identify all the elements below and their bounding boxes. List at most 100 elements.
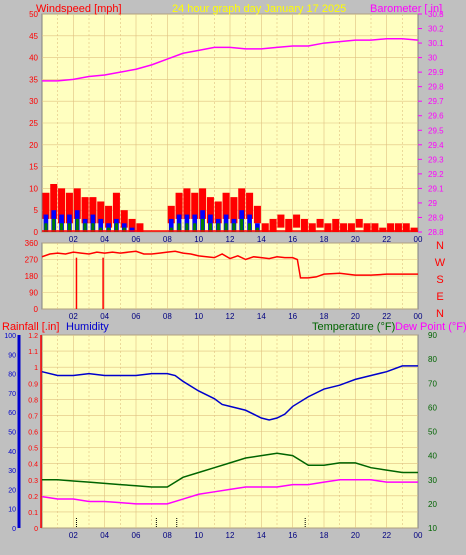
time-tick-label: 02 bbox=[69, 531, 78, 540]
dewpoint-axis-title: Dew Point (°F) bbox=[395, 321, 466, 333]
time-tick-label: 16 bbox=[288, 531, 297, 540]
time-tick-label: 20 bbox=[351, 312, 360, 321]
time-tick-label: 04 bbox=[100, 531, 109, 540]
humidity-tick-label: 80 bbox=[8, 372, 16, 379]
time-tick-label: 18 bbox=[320, 531, 329, 540]
rain-tick-label: 0.1 bbox=[28, 510, 38, 517]
temperature-tick-label: 80 bbox=[428, 355, 437, 364]
compass-label: E bbox=[436, 291, 443, 303]
time-tick-label: 10 bbox=[194, 312, 203, 321]
temperature-tick-label: 10 bbox=[428, 524, 437, 533]
time-tick-label: 06 bbox=[132, 312, 141, 321]
time-tick-label: 22 bbox=[382, 235, 391, 244]
time-tick-label: 14 bbox=[257, 531, 266, 540]
rain-tick-label: 0.4 bbox=[28, 462, 38, 469]
windspeed-tick-label: 0 bbox=[34, 228, 39, 237]
direction-tick-label: 90 bbox=[29, 289, 38, 298]
windspeed-tick-label: 15 bbox=[29, 163, 38, 172]
time-tick-label: 02 bbox=[69, 235, 78, 244]
time-tick-label: 00 bbox=[414, 531, 423, 540]
time-tick-label: 20 bbox=[351, 531, 360, 540]
humidity-tick-label: 10 bbox=[8, 507, 16, 514]
time-tick-label: 04 bbox=[100, 312, 109, 321]
time-tick-label: 08 bbox=[163, 312, 172, 321]
time-tick-label: 22 bbox=[382, 312, 391, 321]
chart-title: 24 hour graph day January 17 2025 bbox=[172, 3, 346, 15]
humidity-line bbox=[41, 365, 418, 421]
barometer-tick-label: 29.6 bbox=[428, 112, 444, 121]
rain-tick-label: 0.5 bbox=[28, 446, 38, 453]
compass-label: W bbox=[435, 257, 446, 269]
windspeed-tick-label: 30 bbox=[29, 97, 38, 106]
time-tick-label: 04 bbox=[100, 235, 109, 244]
time-tick-label: 10 bbox=[194, 531, 203, 540]
humidity-tick-label: 50 bbox=[8, 430, 16, 437]
time-tick-label: 18 bbox=[320, 312, 329, 321]
barometer-line bbox=[42, 37, 419, 82]
time-tick-label: 00 bbox=[414, 235, 423, 244]
barometer-tick-label: 29.4 bbox=[428, 141, 444, 150]
time-tick-label: 14 bbox=[257, 312, 266, 321]
barometer-tick-label: 29 bbox=[428, 199, 437, 208]
humidity-tick-label: 20 bbox=[8, 487, 16, 494]
barometer-tick-label: 30 bbox=[428, 54, 437, 63]
time-tick-label: 22 bbox=[382, 531, 391, 540]
rain-tick-label: 0.2 bbox=[28, 494, 38, 501]
windspeed-tick-label: 25 bbox=[29, 119, 38, 128]
windspeed-tick-label: 45 bbox=[29, 32, 38, 41]
barometer-tick-label: 29.2 bbox=[428, 170, 444, 179]
windspeed-tick-label: 50 bbox=[29, 10, 38, 19]
temperature-axis-title: Temperature (°F) bbox=[312, 321, 395, 333]
time-tick-label: 16 bbox=[288, 235, 297, 244]
barometer-tick-label: 28.9 bbox=[428, 213, 444, 222]
time-tick-label: 20 bbox=[351, 235, 360, 244]
humidity-tick-label: 70 bbox=[8, 391, 16, 398]
barometer-tick-label: 29.3 bbox=[428, 155, 444, 164]
time-tick-label: 06 bbox=[132, 235, 141, 244]
windspeed-tick-label: 40 bbox=[29, 54, 38, 63]
time-tick-label: 02 bbox=[69, 312, 78, 321]
humidity-tick-label: 40 bbox=[8, 449, 16, 456]
rain-tick-label: 0.8 bbox=[28, 397, 38, 404]
time-tick-label: 00 bbox=[414, 312, 423, 321]
humidity-tick-label: 60 bbox=[8, 410, 16, 417]
rain-tick-label: 0 bbox=[34, 526, 38, 533]
barometer-tick-label: 30.2 bbox=[428, 25, 444, 34]
direction-tick-label: 360 bbox=[25, 239, 39, 248]
time-tick-label: 10 bbox=[194, 235, 203, 244]
rain-tick-label: 1.1 bbox=[28, 349, 38, 356]
time-tick-label: 08 bbox=[163, 531, 172, 540]
temperature-tick-label: 70 bbox=[428, 379, 437, 388]
compass-label: N bbox=[436, 308, 444, 320]
rain-tick-label: 0.9 bbox=[28, 381, 38, 388]
barometer-tick-label: 28.8 bbox=[428, 228, 444, 237]
temperature-tick-label: 40 bbox=[428, 452, 437, 461]
compass-label: N bbox=[436, 240, 444, 252]
direction-tick-label: 270 bbox=[25, 256, 39, 265]
rain-tick-label: 0.7 bbox=[28, 413, 38, 420]
windspeed-tick-label: 5 bbox=[34, 206, 39, 215]
time-tick-label: 08 bbox=[163, 235, 172, 244]
barometer-tick-label: 29.1 bbox=[428, 184, 444, 193]
humidity-tick-label: 100 bbox=[4, 333, 16, 340]
barometer-axis-title: Barometer [.in] bbox=[370, 3, 442, 15]
time-tick-label: 12 bbox=[226, 531, 235, 540]
time-tick-label: 06 bbox=[132, 531, 141, 540]
time-tick-label: 18 bbox=[320, 235, 329, 244]
windspeed-tick-label: 20 bbox=[29, 141, 38, 150]
windspeed-tick-label: 10 bbox=[29, 184, 38, 193]
rain-tick-label: 1.2 bbox=[28, 333, 38, 340]
time-tick-label: 12 bbox=[226, 235, 235, 244]
humidity-tick-label: 30 bbox=[8, 468, 16, 475]
barometer-tick-label: 29.9 bbox=[428, 68, 444, 77]
temperature-tick-label: 90 bbox=[428, 331, 437, 340]
humidity-tick-label: 0 bbox=[12, 526, 16, 533]
humidity-axis-title: Humidity bbox=[66, 321, 109, 333]
barometer-tick-label: 30.1 bbox=[428, 39, 444, 48]
temperature-tick-label: 20 bbox=[428, 500, 437, 509]
temperature-tick-label: 50 bbox=[428, 428, 437, 437]
direction-tick-label: 0 bbox=[34, 305, 39, 314]
barometer-tick-label: 29.5 bbox=[428, 126, 444, 135]
